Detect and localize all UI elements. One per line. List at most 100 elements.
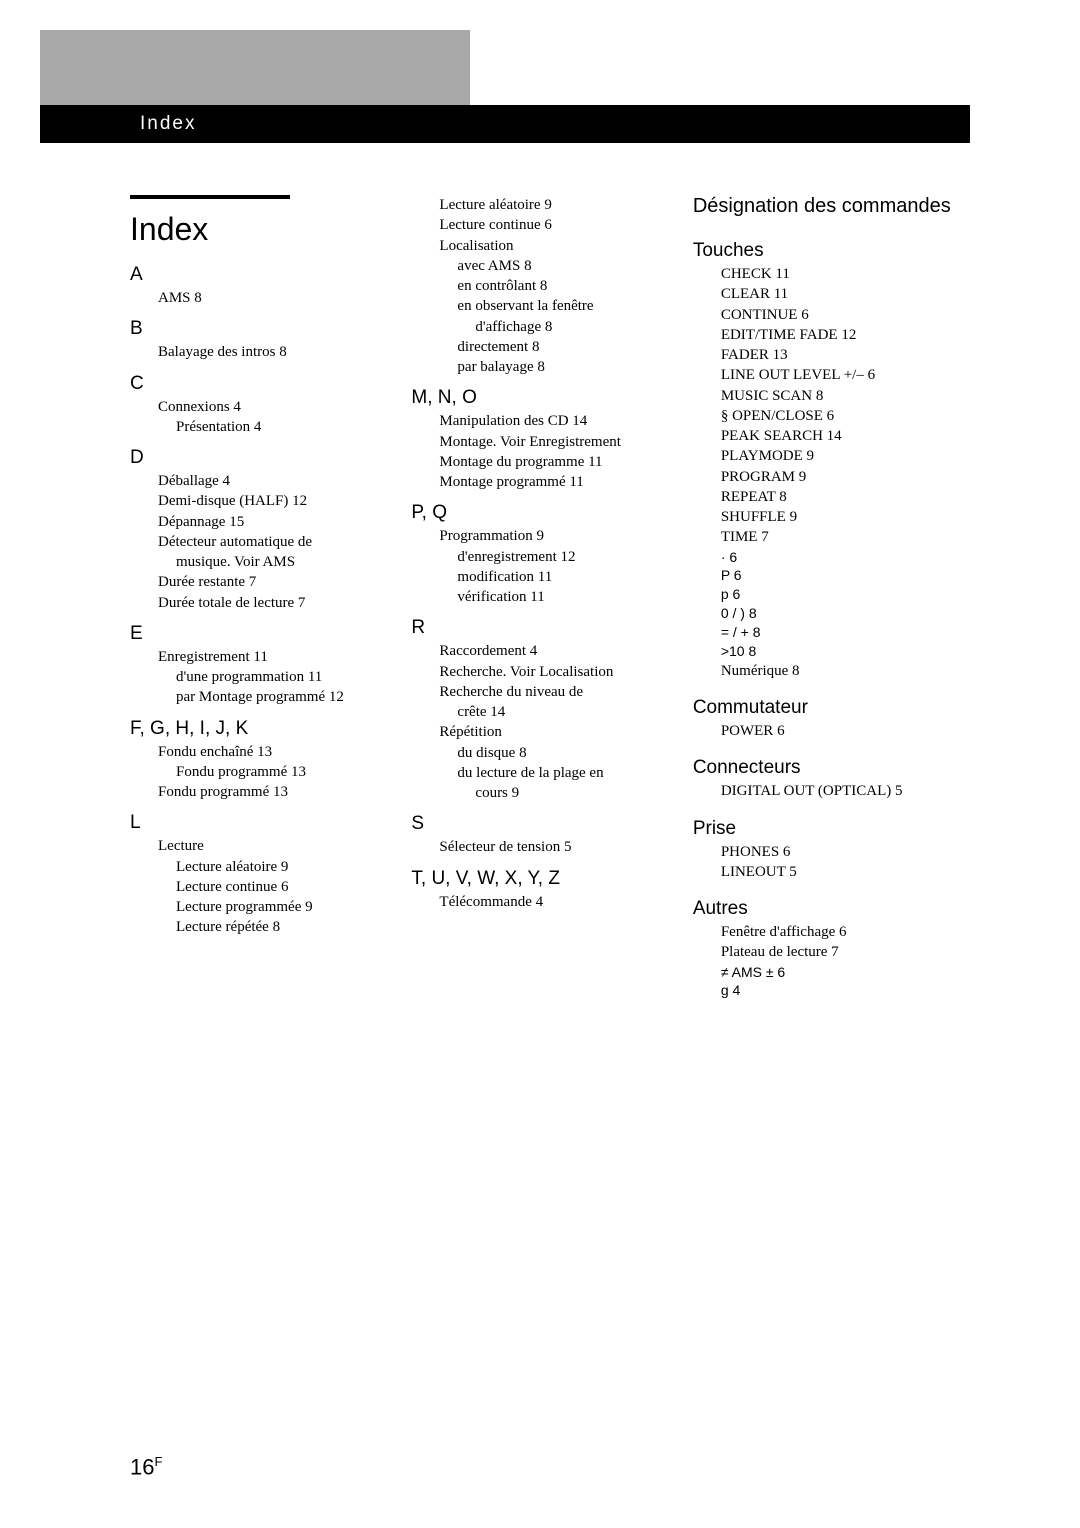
index-entry: POWER 6 [721, 721, 970, 741]
index-entry: Lecture aléatoire 9 [439, 195, 668, 215]
page-number: 16F [130, 1454, 162, 1480]
content-area: Index A AMS 8 B Balayage des intros 8 C … [130, 195, 970, 1000]
index-entries: Sélecteur de tension 5 [411, 837, 668, 857]
index-entry: modification 11 [439, 567, 668, 587]
index-entry: g 4 [721, 981, 970, 1000]
index-entries: LectureLecture aléatoire 9Lecture contin… [130, 836, 387, 937]
index-entry: p 6 [721, 585, 970, 604]
section-title-connecteurs: Connecteurs [693, 757, 970, 779]
index-entry: LINE OUT LEVEL +/– 6 [721, 365, 970, 385]
index-entry: avec AMS 8 [439, 256, 668, 276]
index-entry: CLEAR 11 [721, 284, 970, 304]
main-title: Index [130, 211, 387, 248]
index-entry: Balayage des intros 8 [158, 342, 387, 362]
page-number-value: 16 [130, 1454, 154, 1479]
index-entry: en contrôlant 8 [439, 276, 668, 296]
index-entries: AMS 8 [130, 288, 387, 308]
index-entry: du disque 8 [439, 743, 668, 763]
index-entry: Connexions 4 [158, 397, 387, 417]
index-entry: Présentation 4 [158, 417, 387, 437]
index-entry: vérification 11 [439, 587, 668, 607]
column-2: Lecture aléatoire 9Lecture continue 6Loc… [411, 195, 668, 1000]
index-entry: ≠ AMS ± 6 [721, 963, 970, 982]
section-entries: CHECK 11CLEAR 11CONTINUE 6EDIT/TIME FADE… [693, 264, 970, 681]
index-entries: Déballage 4Demi-disque (HALF) 12Dépannag… [130, 471, 387, 613]
index-entry: Détecteur automatique de [158, 532, 387, 552]
index-entry: musique. Voir AMS [158, 552, 387, 572]
index-entry: Lecture continue 6 [158, 877, 387, 897]
index-entry: du lecture de la plage en [439, 763, 668, 783]
index-entry: cours 9 [439, 783, 668, 803]
index-entry: Lecture [158, 836, 387, 856]
index-entry: Télécommande 4 [439, 892, 668, 912]
index-entry: § OPEN/CLOSE 6 [721, 406, 970, 426]
index-entry: crête 14 [439, 702, 668, 722]
index-entry: par balayage 8 [439, 357, 668, 377]
index-letter: R [411, 617, 668, 639]
index-entries: Télécommande 4 [411, 892, 668, 912]
index-entry: Montage programmé 11 [439, 472, 668, 492]
index-entry: PROGRAM 9 [721, 467, 970, 487]
index-letter: F, G, H, I, J, K [130, 718, 387, 740]
index-entry: MUSIC SCAN 8 [721, 386, 970, 406]
index-entry: par Montage programmé 12 [158, 687, 387, 707]
index-entry: 0 / ) 8 [721, 604, 970, 623]
index-entry: Raccordement 4 [439, 641, 668, 661]
index-entry: = / + 8 [721, 623, 970, 642]
index-entry: Montage du programme 11 [439, 452, 668, 472]
page: Index Index A AMS 8 B Balayage des intro… [0, 0, 1080, 1528]
index-entry: directement 8 [439, 337, 668, 357]
index-entry: Fondu enchaîné 13 [158, 742, 387, 762]
index-entry: Localisation [439, 236, 668, 256]
index-entry: LINEOUT 5 [721, 862, 970, 882]
index-entry: en observant la fenêtre [439, 296, 668, 316]
section-title-touches: Touches [693, 240, 970, 262]
section-entries: POWER 6 [693, 721, 970, 741]
index-entries: Manipulation des CD 14Montage. Voir Enre… [411, 411, 668, 492]
section-title-designation: Désignation des commandes [693, 195, 970, 218]
index-entry: Lecture continue 6 [439, 215, 668, 235]
index-entry: Fondu programmé 13 [158, 762, 387, 782]
index-entry: P 6 [721, 566, 970, 585]
index-letter: M, N, O [411, 387, 668, 409]
index-entry: Programmation 9 [439, 526, 668, 546]
index-entry: · 6 [721, 548, 970, 567]
index-entry: Recherche. Voir Localisation [439, 662, 668, 682]
index-entry: TIME 7 [721, 527, 970, 547]
index-letter: S [411, 813, 668, 835]
index-entry: PLAYMODE 9 [721, 446, 970, 466]
index-entry: DIGITAL OUT (OPTICAL) 5 [721, 781, 970, 801]
index-entry: Recherche du niveau de [439, 682, 668, 702]
index-entry: Plateau de lecture 7 [721, 942, 970, 962]
index-entries: Balayage des intros 8 [130, 342, 387, 362]
index-entries: Enregistrement 11d'une programmation 11p… [130, 647, 387, 708]
index-entry: d'affichage 8 [439, 317, 668, 337]
index-entry: Déballage 4 [158, 471, 387, 491]
index-entry: Numérique 8 [721, 661, 970, 681]
index-entry: >10 8 [721, 642, 970, 661]
index-letter: D [130, 447, 387, 469]
index-entry: Fondu programmé 13 [158, 782, 387, 802]
index-entries: Fondu enchaîné 13Fondu programmé 13Fondu… [130, 742, 387, 803]
column-3: Désignation des commandes Touches CHECK … [693, 195, 970, 1000]
index-entry: Lecture répétée 8 [158, 917, 387, 937]
section-title-autres: Autres [693, 898, 970, 920]
section-entries: DIGITAL OUT (OPTICAL) 5 [693, 781, 970, 801]
index-entry: FADER 13 [721, 345, 970, 365]
index-entry: SHUFFLE 9 [721, 507, 970, 527]
index-entry: Demi-disque (HALF) 12 [158, 491, 387, 511]
index-letter: P, Q [411, 502, 668, 524]
index-entry: PEAK SEARCH 14 [721, 426, 970, 446]
index-entry: CHECK 11 [721, 264, 970, 284]
index-entry: Dépannage 15 [158, 512, 387, 532]
index-entries: Programmation 9d'enregistrement 12modifi… [411, 526, 668, 607]
index-entry: Répétition [439, 722, 668, 742]
index-entry: Sélecteur de tension 5 [439, 837, 668, 857]
index-entries: Lecture aléatoire 9Lecture continue 6Loc… [411, 195, 668, 377]
index-entry: Durée restante 7 [158, 572, 387, 592]
index-entry: d'une programmation 11 [158, 667, 387, 687]
index-letter: E [130, 623, 387, 645]
index-entry: PHONES 6 [721, 842, 970, 862]
index-letter: T, U, V, W, X, Y, Z [411, 868, 668, 890]
index-entry: Lecture programmée 9 [158, 897, 387, 917]
